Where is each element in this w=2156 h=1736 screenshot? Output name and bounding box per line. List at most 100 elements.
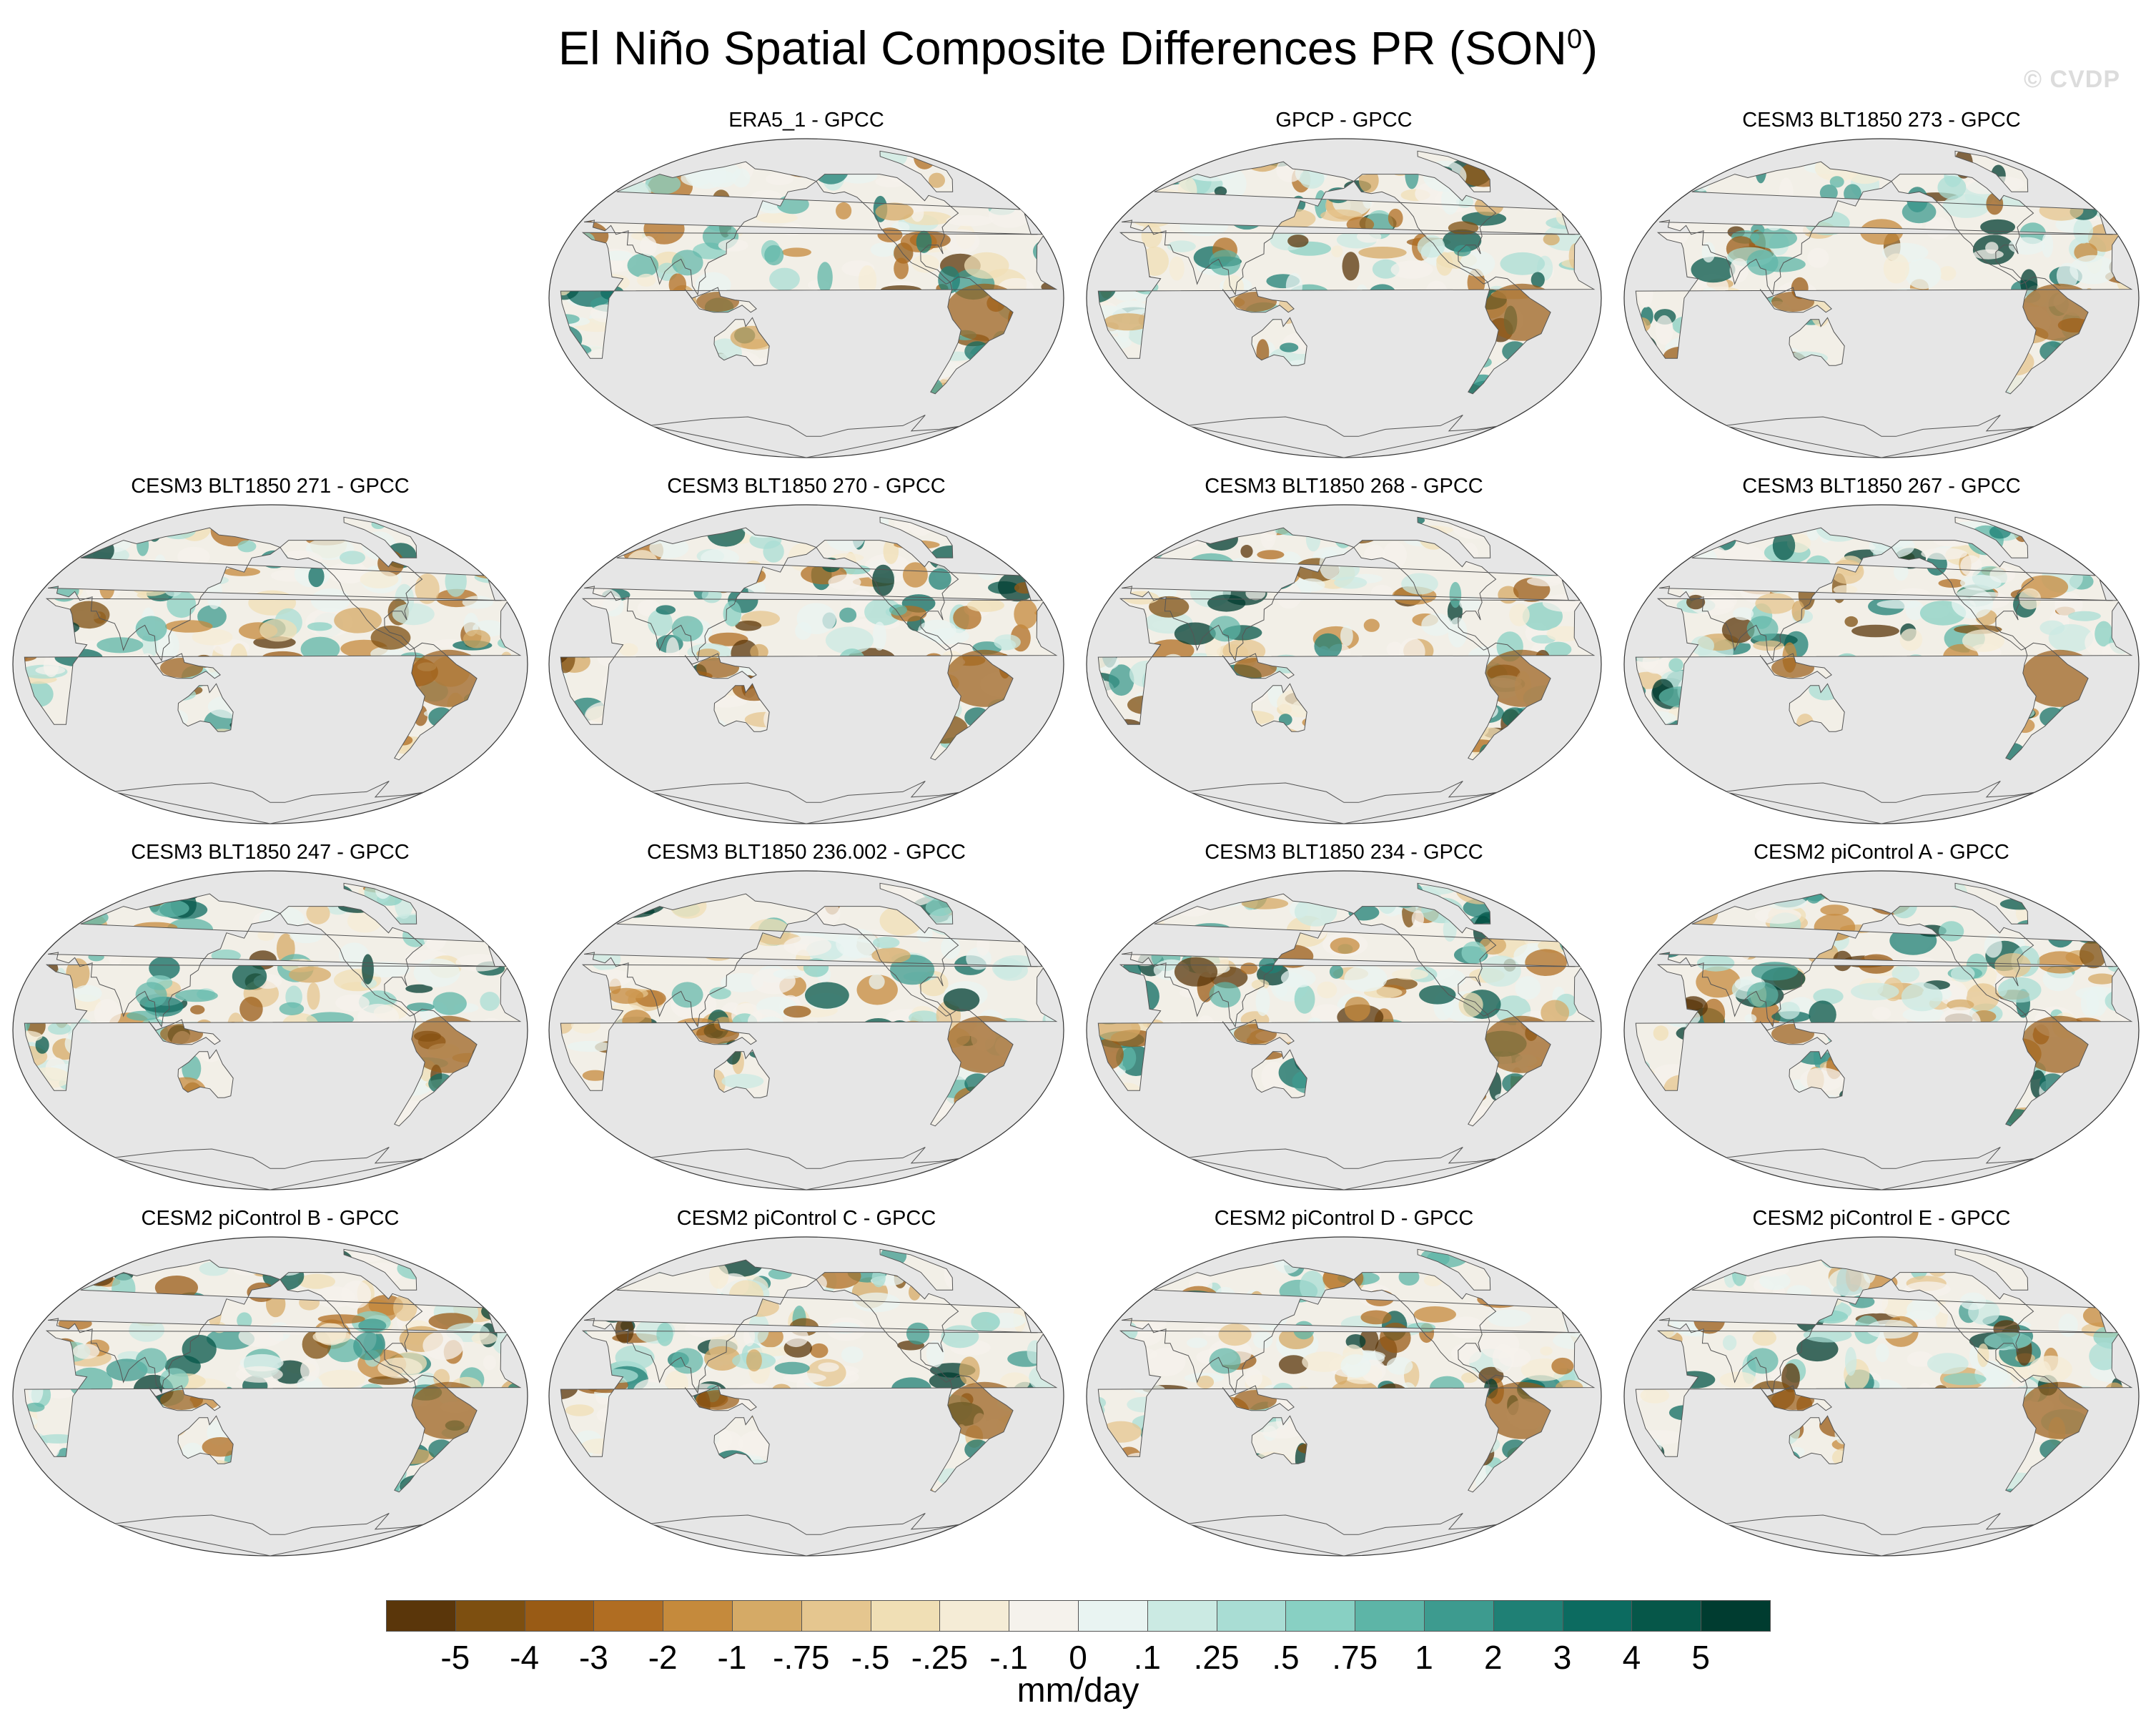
world-map — [1623, 870, 2140, 1190]
coastline — [1891, 540, 2034, 651]
world-map — [548, 870, 1064, 1190]
figure-title: El Niño Spatial Composite Differences PR… — [558, 21, 1598, 74]
coastline — [1353, 174, 1497, 285]
coastline — [1122, 527, 1576, 662]
colorbar-swatch — [870, 1600, 941, 1632]
colorbar-tick-label: 0 — [1069, 1639, 1087, 1676]
colorbar-tick-label: -1 — [717, 1639, 747, 1676]
coastline — [1468, 642, 1551, 761]
coastline — [2005, 642, 2089, 761]
coastline — [280, 906, 423, 1017]
coastline — [1954, 1248, 2029, 1291]
panel-title: CESM2 piControl B - GPCC — [141, 1207, 400, 1230]
coastline — [713, 1049, 770, 1098]
coastline — [879, 150, 954, 192]
map-panel: ERA5_1 - GPCC — [542, 107, 1071, 465]
colorbar-swatch — [1355, 1600, 1425, 1632]
panel-title: CESM3 BLT1850 271 - GPCC — [131, 475, 410, 498]
coastline — [1468, 1374, 1551, 1493]
cvdp-watermark: © CVDP — [2024, 66, 2120, 93]
colorbar-tick-label: -3 — [578, 1639, 608, 1676]
colorbar-tick-label: .75 — [1332, 1639, 1378, 1676]
coastline — [1724, 781, 2039, 824]
coastline — [713, 317, 770, 366]
coastline — [560, 1330, 1058, 1457]
coastline — [930, 642, 1014, 761]
coastline — [1891, 906, 2034, 1017]
world-map — [1623, 504, 2140, 824]
coastline — [1353, 906, 1497, 1017]
coastline — [648, 781, 964, 824]
land-northAmerica — [1891, 1272, 2034, 1383]
coastline — [48, 893, 502, 1028]
coastline — [112, 781, 427, 824]
world-map — [1086, 870, 1602, 1190]
coastline — [2005, 276, 2089, 395]
colorbar-swatch — [732, 1600, 802, 1632]
coastline — [648, 415, 964, 458]
colorbar-swatch — [1701, 1600, 1771, 1632]
coastline — [816, 906, 959, 1017]
coastline — [1251, 683, 1307, 732]
colorbar-swatch — [1285, 1600, 1356, 1632]
coastline — [24, 1330, 522, 1457]
coastline — [1724, 1513, 2039, 1556]
world-map — [1086, 1236, 1602, 1557]
panel-title: CESM3 BLT1850 273 - GPCC — [1742, 109, 2021, 132]
map-panel: CESM3 BLT1850 236.002 - GPCC — [542, 839, 1071, 1197]
colorbar-tick-label: 3 — [1553, 1639, 1572, 1676]
coastline — [1659, 527, 2113, 662]
coastline — [684, 653, 757, 679]
colorbar-unit-label: mm/day — [1017, 1672, 1139, 1710]
coastline — [684, 287, 757, 313]
coastline — [2005, 1008, 2089, 1127]
coastline — [48, 527, 502, 662]
coastline — [1353, 1272, 1497, 1383]
coastline — [1417, 882, 1491, 924]
coastline — [1789, 1049, 1845, 1098]
colorbar-tick-label: .25 — [1193, 1639, 1240, 1676]
coastline — [930, 1374, 1014, 1493]
coastline — [560, 964, 1058, 1091]
coastline — [816, 1272, 959, 1383]
coastline — [343, 516, 417, 558]
coastline — [1353, 540, 1497, 651]
world-map — [12, 504, 528, 824]
colorbar-tick-label: 4 — [1622, 1639, 1641, 1676]
colorbar-tick-label: 1 — [1415, 1639, 1433, 1676]
coastline — [879, 1248, 954, 1291]
coastline — [394, 1374, 478, 1493]
coastline — [48, 1259, 502, 1394]
coastline — [1659, 161, 2113, 296]
coastline — [713, 683, 770, 732]
coastline — [648, 1147, 964, 1190]
map-panel: CESM3 BLT1850 267 - GPCC — [1617, 473, 2146, 831]
coastline — [1635, 232, 2133, 359]
coastline — [1891, 1272, 2034, 1383]
coastline — [1251, 1049, 1307, 1098]
coastline — [560, 232, 1058, 359]
coastline — [24, 598, 522, 725]
world-map — [12, 870, 528, 1190]
colorbar-swatch — [1216, 1600, 1287, 1632]
land-northAmerica — [1353, 906, 1496, 1017]
world-map — [1086, 504, 1602, 824]
coastline — [24, 964, 522, 1091]
coastline — [1122, 1259, 1576, 1394]
coastline — [1186, 781, 1501, 824]
colorbar-swatch — [1009, 1600, 1079, 1632]
panel-title: CESM3 BLT1850 247 - GPCC — [131, 841, 410, 864]
coastline — [713, 1415, 770, 1464]
coastline — [1186, 1147, 1501, 1190]
coastline — [1251, 1415, 1307, 1464]
map-panel: CESM3 BLT1850 247 - GPCC — [6, 839, 535, 1197]
coastline — [148, 1385, 221, 1411]
coastline — [1789, 683, 1845, 732]
coastline — [1635, 598, 2133, 725]
panel-title: CESM2 piControl E - GPCC — [1752, 1207, 2011, 1230]
coastline — [1222, 1019, 1295, 1045]
coastline — [1468, 1008, 1551, 1127]
colorbar-tick-label: -.5 — [851, 1639, 890, 1676]
coastline — [148, 653, 221, 679]
colorbar-swatch — [593, 1600, 664, 1632]
